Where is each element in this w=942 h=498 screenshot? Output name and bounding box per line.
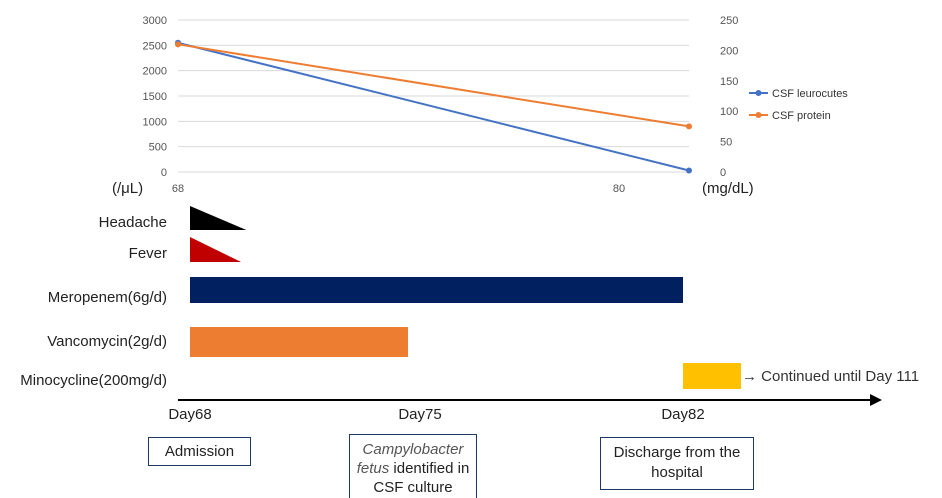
left-tick-label: 2000 [143, 66, 167, 78]
row-label-meropenem: Meropenem(6g/d) [47, 289, 167, 306]
legend: CSF leurocutes CSF protein [749, 88, 848, 122]
admission-text: Admission [164, 443, 235, 460]
identified-text: identified in CSF culture [373, 460, 470, 496]
series-point-0 [686, 167, 692, 174]
x-tick-label: 68 [172, 183, 184, 195]
left-axis-unit: (/μL) [112, 180, 144, 197]
timeline-shapes [190, 206, 247, 262]
row-triangle-1 [190, 237, 242, 262]
day-label-82: Day82 [661, 406, 705, 423]
series-line-0 [177, 41, 690, 172]
x-tick-label: 80 [613, 183, 625, 195]
series-point-1 [175, 41, 181, 48]
minocycline-bar [683, 363, 742, 389]
x-axis-ticks: 68 80 [172, 183, 625, 195]
vancomycin-bar [190, 327, 409, 357]
right-tick-label: 250 [720, 15, 738, 27]
gridlines [178, 19, 689, 173]
row-label-vancomycin: Vancomycin(2g/d) [47, 333, 167, 350]
right-axis-ticks: 0 50 100 150 200 250 [720, 15, 738, 179]
legend-label-0: CSF leurocutes [772, 88, 848, 100]
series-point-1 [686, 123, 692, 130]
timeline-axis [178, 394, 882, 406]
row-triangle-0 [190, 206, 247, 230]
right-axis-unit: (mg/dL) [702, 180, 754, 197]
left-axis-ticks: 0 500 1000 1500 2000 2500 3000 [143, 15, 167, 179]
day-label-75: Day75 [398, 406, 442, 423]
right-tick-label: 100 [720, 106, 738, 118]
right-tick-label: 200 [720, 45, 738, 57]
discharge-box: Discharge from the hospital [600, 437, 754, 490]
series-lines [175, 39, 692, 174]
left-tick-label: 0 [161, 167, 167, 179]
admission-box: Admission [148, 437, 251, 466]
left-tick-label: 3000 [143, 15, 167, 27]
discharge-text: Discharge from the hospital [613, 444, 741, 481]
left-tick-label: 1000 [143, 116, 167, 128]
right-tick-label: 0 [720, 167, 726, 179]
legend-marker-1 [755, 112, 762, 118]
meropenem-bar [190, 277, 683, 303]
identified-organism: Campylobacter fetus [356, 441, 464, 477]
row-label-minocycline: Minocycline(200mg/d) [20, 372, 167, 389]
left-tick-label: 1500 [143, 91, 167, 103]
day-label-68: Day68 [168, 406, 212, 423]
right-tick-label: 150 [720, 76, 738, 88]
series-line-1 [177, 43, 690, 128]
row-label-headache: Headache [98, 214, 167, 231]
row-label-fever: Fever [128, 245, 167, 262]
identified-box: Campylobacter fetus identified in CSF cu… [349, 434, 477, 498]
right-tick-label: 50 [720, 137, 732, 149]
continued-note: → Continued until Day 111 [742, 368, 920, 385]
left-tick-label: 500 [149, 142, 167, 154]
legend-marker-0 [755, 90, 762, 96]
legend-label-1: CSF protein [772, 110, 831, 122]
left-tick-label: 2500 [143, 40, 167, 52]
